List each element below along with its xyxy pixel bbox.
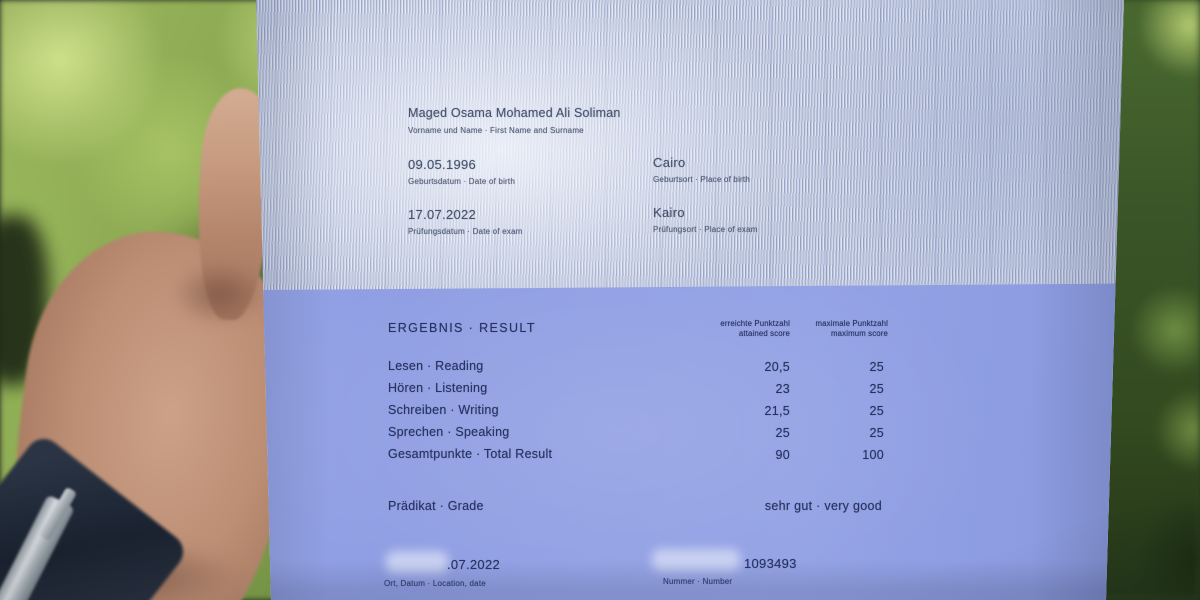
footer-number-label: Nummer · Number <box>663 577 733 586</box>
holder-name: Maged Osama Mohamed Ali Soliman <box>408 106 621 120</box>
result-row-label: Gesamtpunkte · Total Result <box>388 447 553 461</box>
column-header-attained-en: attained score <box>738 329 790 339</box>
results-section-title: ERGEBNIS · RESULT <box>388 321 536 335</box>
column-header-maximum-de: maximale Punktzahl <box>815 319 888 328</box>
redaction-blur-number <box>652 549 740 571</box>
result-row-attained: 90 <box>775 448 790 462</box>
certificate-number: 1093493 <box>744 556 797 571</box>
result-row-attained: 23 <box>775 382 790 396</box>
result-row-max: 25 <box>869 426 884 440</box>
exam-place: Kairo <box>653 205 685 220</box>
grade-value: sehr gut · very good <box>764 499 882 513</box>
result-row-attained: 20,5 <box>764 360 790 374</box>
result-row-max: 25 <box>869 404 884 418</box>
result-row-attained: 25 <box>775 426 790 440</box>
result-row-max: 25 <box>869 360 884 374</box>
result-row-label: Schreiben · Writing <box>388 403 499 417</box>
column-header-maximum: maximale Punktzahl maximum score <box>792 319 888 339</box>
exam-date: 17.07.2022 <box>408 207 477 222</box>
thumb-web-shadow <box>172 262 268 326</box>
column-header-attained-de: erreichte Punktzahl <box>720 319 790 328</box>
exam-date-label: Prüfungsdatum · Date of exam <box>408 227 523 236</box>
result-row-label: Lesen · Reading <box>388 359 484 373</box>
footer-date: .07.2022 <box>447 557 501 572</box>
column-header-attained: erreichte Punktzahl attained score <box>688 319 790 339</box>
holder-name-label: Vorname und Name · First Name and Surnam… <box>408 126 584 135</box>
birth-date-label: Geburtsdatum · Date of birth <box>408 177 515 186</box>
birth-date: 09.05.1996 <box>408 157 477 172</box>
result-row-label: Hören · Listening <box>388 381 488 395</box>
exam-place-label: Prüfungsort · Place of exam <box>653 225 758 234</box>
grade-label: Prädikat · Grade <box>388 499 484 513</box>
result-row-label: Sprechen · Speaking <box>388 425 510 439</box>
birth-place-label: Geburtsort · Place of birth <box>653 175 750 184</box>
redaction-blur-location <box>386 551 448 573</box>
footer-date-label: Ort, Datum · Location, date <box>384 579 486 588</box>
result-row-max: 25 <box>869 382 884 396</box>
result-row-max: 100 <box>862 448 884 462</box>
column-header-maximum-en: maximum score <box>831 329 888 339</box>
birth-place: Cairo <box>653 155 686 170</box>
result-row-attained: 21,5 <box>764 404 790 418</box>
